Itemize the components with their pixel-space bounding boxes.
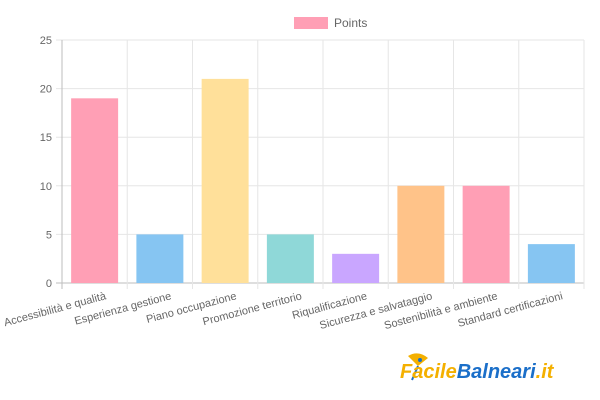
- legend[interactable]: Points: [294, 16, 367, 30]
- logo-text-facile: Facile: [400, 361, 457, 383]
- legend-label: Points: [334, 16, 367, 30]
- y-axis-ticks: 0 5 10 15 20 25: [40, 35, 52, 290]
- facilebalneari-logo: FacileBalneari.it: [400, 353, 555, 383]
- y-tick-label: 15: [40, 132, 52, 144]
- grid-lines: [56, 39, 585, 289]
- logo-text-domain: .it: [536, 361, 555, 383]
- y-tick-label: 20: [40, 84, 52, 96]
- bar[interactable]: [201, 78, 249, 283]
- umbrella-icon: [408, 353, 428, 381]
- y-tick-label: 10: [40, 181, 52, 193]
- bar[interactable]: [397, 185, 445, 283]
- bar[interactable]: [332, 253, 380, 283]
- y-tick-label: 5: [46, 229, 52, 241]
- y-tick-label: 0: [46, 278, 52, 290]
- y-tick-label: 25: [40, 35, 52, 47]
- bar[interactable]: [136, 234, 184, 283]
- logo-text-balneari: Balneari: [457, 361, 536, 383]
- bar[interactable]: [266, 234, 314, 283]
- bars: [71, 78, 575, 283]
- bar[interactable]: [71, 98, 119, 283]
- legend-swatch: [294, 17, 328, 29]
- svg-text:FacileBalneari.it: FacileBalneari.it: [400, 361, 555, 383]
- bar[interactable]: [462, 185, 510, 283]
- bar[interactable]: [527, 244, 575, 283]
